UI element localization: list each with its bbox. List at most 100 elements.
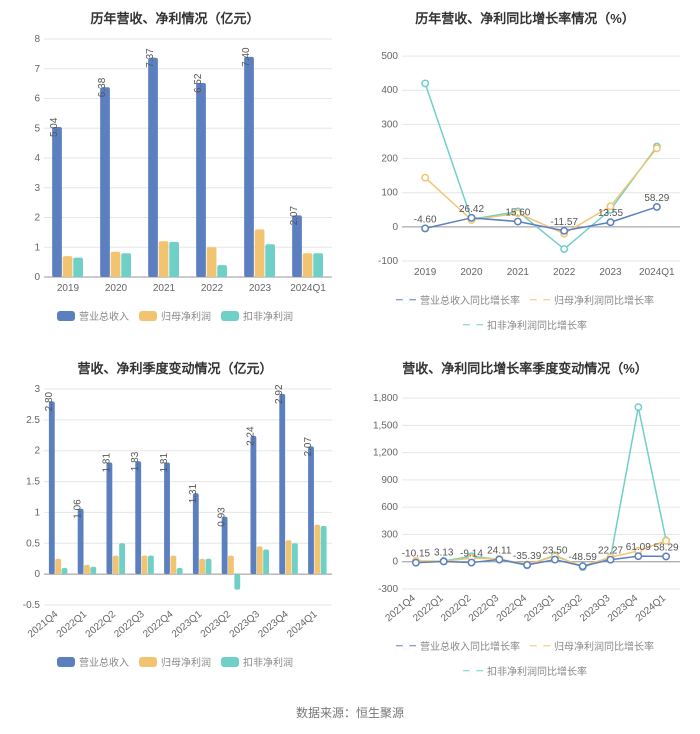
legend-label: 扣非净利润 bbox=[243, 654, 293, 669]
svg-text:2.92: 2.92 bbox=[274, 384, 285, 404]
svg-text:22.27: 22.27 bbox=[598, 546, 623, 557]
chart-grid: 历年营收、净利情况（亿元） 0123456785.0420196.3820207… bbox=[0, 0, 700, 700]
legend-item: 归母净利润同比增长率 bbox=[530, 638, 654, 653]
svg-text:2021: 2021 bbox=[153, 283, 176, 294]
bar-chart: 0123456785.0420196.3820207.3720216.52202… bbox=[12, 33, 338, 304]
svg-text:1,200: 1,200 bbox=[373, 448, 398, 459]
legend-swatch bbox=[396, 641, 416, 651]
svg-text:0: 0 bbox=[392, 557, 398, 568]
svg-text:6: 6 bbox=[34, 94, 40, 105]
svg-text:2022Q1: 2022Q1 bbox=[411, 593, 446, 625]
legend-label: 归母净利润同比增长率 bbox=[554, 638, 654, 653]
svg-text:23.50: 23.50 bbox=[542, 546, 567, 557]
svg-text:15.60: 15.60 bbox=[505, 208, 530, 219]
svg-text:1.83: 1.83 bbox=[130, 451, 141, 471]
svg-text:2023Q3: 2023Q3 bbox=[578, 593, 613, 625]
svg-text:0: 0 bbox=[34, 569, 40, 580]
legend-label: 扣非净利润同比增长率 bbox=[487, 663, 587, 678]
svg-text:13.55: 13.55 bbox=[598, 208, 623, 219]
legend: 营业总收入同比增长率 归母净利润同比增长率扣非净利润同比增长率 bbox=[362, 292, 688, 332]
svg-text:2023Q1: 2023Q1 bbox=[170, 609, 205, 641]
svg-text:26.42: 26.42 bbox=[459, 204, 484, 215]
legend: 营业总收入同比增长率 归母净利润同比增长率扣非净利润同比增长率 bbox=[362, 638, 688, 678]
svg-text:2022: 2022 bbox=[553, 267, 576, 278]
legend-label: 扣非净利润 bbox=[243, 308, 293, 323]
svg-text:2023Q4: 2023Q4 bbox=[256, 609, 291, 641]
svg-text:2022Q4: 2022Q4 bbox=[495, 593, 530, 625]
legend-item: 营业总收入 bbox=[57, 308, 129, 323]
svg-text:300: 300 bbox=[381, 529, 398, 540]
legend-label: 营业总收入 bbox=[79, 654, 129, 669]
svg-text:600: 600 bbox=[381, 502, 398, 513]
svg-text:1.81: 1.81 bbox=[159, 453, 170, 473]
svg-text:2022: 2022 bbox=[201, 283, 224, 294]
legend-item: 营业总收入同比增长率 bbox=[396, 292, 520, 307]
svg-text:1.31: 1.31 bbox=[188, 483, 199, 503]
svg-text:24.11: 24.11 bbox=[487, 546, 512, 557]
svg-text:2024Q1: 2024Q1 bbox=[634, 593, 669, 625]
panel-title: 营收、净利同比增长率季度变动情况（%） bbox=[362, 358, 688, 377]
svg-text:2019: 2019 bbox=[414, 267, 437, 278]
legend-item: 营业总收入同比增长率 bbox=[396, 638, 520, 653]
svg-text:-11.57: -11.57 bbox=[550, 217, 578, 228]
svg-text:-100: -100 bbox=[378, 256, 398, 267]
legend: 营业总收入归母净利润扣非净利润 bbox=[12, 654, 338, 669]
svg-text:200: 200 bbox=[381, 154, 398, 165]
svg-text:500: 500 bbox=[381, 51, 398, 62]
svg-text:2023: 2023 bbox=[599, 267, 622, 278]
svg-text:-300: -300 bbox=[378, 584, 398, 595]
svg-text:1.06: 1.06 bbox=[73, 499, 84, 519]
svg-text:2023Q2: 2023Q2 bbox=[550, 593, 585, 625]
legend-swatch bbox=[57, 657, 75, 667]
legend-swatch bbox=[221, 657, 239, 667]
svg-text:58.29: 58.29 bbox=[654, 542, 679, 553]
svg-text:2021Q4: 2021Q4 bbox=[383, 593, 418, 625]
svg-text:2: 2 bbox=[34, 446, 40, 457]
svg-text:2021: 2021 bbox=[507, 267, 530, 278]
svg-text:2.5: 2.5 bbox=[26, 415, 40, 426]
legend-swatch bbox=[463, 666, 483, 676]
svg-text:3.13: 3.13 bbox=[434, 547, 454, 558]
panel-title: 营收、净利季度变动情况（亿元） bbox=[12, 358, 338, 377]
panel-title: 历年营收、净利情况（亿元） bbox=[12, 8, 338, 27]
svg-text:1: 1 bbox=[34, 507, 40, 518]
data-source-footer: 数据来源：恒生聚源 bbox=[0, 700, 700, 721]
svg-text:0.5: 0.5 bbox=[26, 538, 40, 549]
svg-text:0: 0 bbox=[34, 272, 40, 283]
svg-text:8: 8 bbox=[34, 34, 40, 45]
legend-label: 扣非净利润同比增长率 bbox=[487, 317, 587, 332]
svg-text:0: 0 bbox=[392, 222, 398, 233]
panel-top-right: 历年营收、净利同比增长率情况（%） -1000100200300400500-4… bbox=[350, 0, 700, 350]
svg-text:7.40: 7.40 bbox=[241, 47, 252, 67]
legend-item: 扣非净利润同比增长率 bbox=[463, 663, 587, 678]
svg-text:5.04: 5.04 bbox=[49, 117, 60, 137]
panel-bottom-left: 营收、净利季度变动情况（亿元） -0.500.511.522.532.80202… bbox=[0, 350, 350, 700]
svg-text:-35.39: -35.39 bbox=[513, 551, 542, 562]
svg-text:-9.14: -9.14 bbox=[460, 549, 483, 560]
svg-text:5: 5 bbox=[34, 123, 40, 134]
legend-swatch bbox=[396, 295, 416, 305]
svg-text:2023Q1: 2023Q1 bbox=[522, 593, 557, 625]
svg-text:2022Q2: 2022Q2 bbox=[84, 609, 119, 641]
svg-text:0.93: 0.93 bbox=[217, 507, 228, 527]
svg-text:6.52: 6.52 bbox=[193, 73, 204, 93]
svg-text:1: 1 bbox=[34, 242, 40, 253]
svg-text:3: 3 bbox=[34, 183, 40, 194]
svg-text:900: 900 bbox=[381, 475, 398, 486]
svg-text:2.80: 2.80 bbox=[44, 391, 55, 411]
svg-text:2024Q1: 2024Q1 bbox=[290, 283, 326, 294]
svg-text:2: 2 bbox=[34, 213, 40, 224]
legend-label: 归母净利润同比增长率 bbox=[554, 292, 654, 307]
svg-text:3: 3 bbox=[34, 384, 40, 395]
legend-label: 营业总收入 bbox=[79, 308, 129, 323]
legend-item: 扣非净利润 bbox=[221, 654, 293, 669]
svg-text:2023Q2: 2023Q2 bbox=[199, 609, 234, 641]
legend-item: 扣非净利润 bbox=[221, 308, 293, 323]
svg-text:2023: 2023 bbox=[249, 283, 272, 294]
bar-chart: -0.500.511.522.532.802021Q41.062022Q11.8… bbox=[12, 383, 338, 650]
svg-text:6.38: 6.38 bbox=[97, 77, 108, 97]
legend-swatch bbox=[139, 311, 157, 321]
legend-item: 营业总收入 bbox=[57, 654, 129, 669]
svg-text:1.81: 1.81 bbox=[101, 453, 112, 473]
svg-text:7: 7 bbox=[34, 64, 40, 75]
